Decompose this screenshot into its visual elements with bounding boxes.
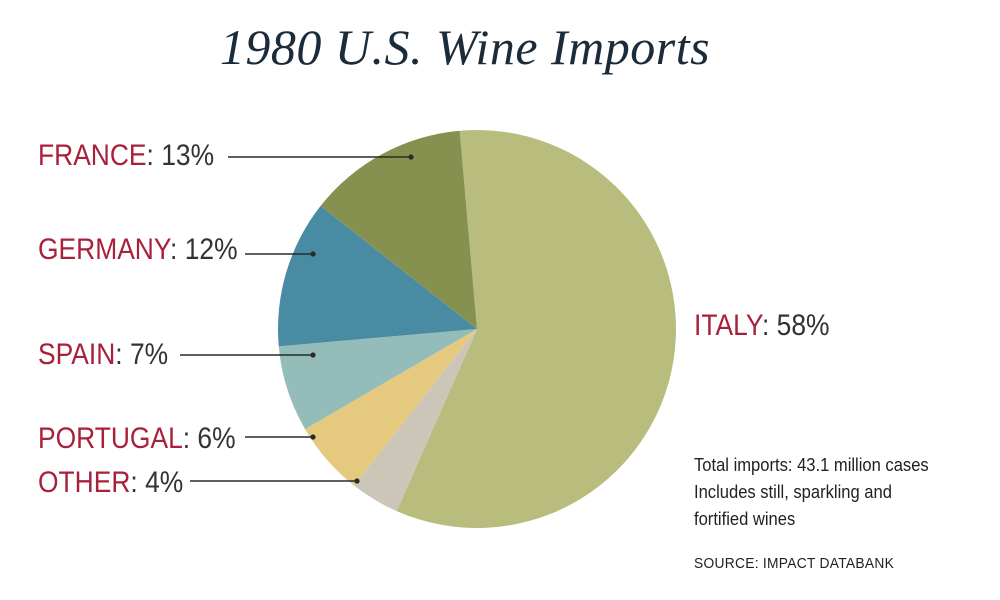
label-portugal-name: PORTUGAL	[38, 422, 183, 455]
label-germany-name: GERMANY	[38, 233, 171, 266]
label-spain: SPAIN: 7%	[38, 338, 169, 371]
label-other-name: OTHER	[38, 466, 131, 499]
slice-spain	[278, 329, 477, 430]
note-line-2: Includes still, sparkling and	[694, 482, 892, 502]
label-italy-value: 58%	[776, 309, 830, 342]
note-line-3: fortified wines	[694, 509, 796, 529]
label-other-value: 4%	[145, 466, 184, 499]
slice-other	[353, 329, 477, 512]
slice-france	[320, 130, 477, 329]
label-germany-value: 12%	[184, 233, 238, 266]
note-line-1: Total imports: 43.1 million cases	[694, 455, 929, 475]
label-france: FRANCE: 13%	[38, 139, 215, 172]
label-portugal-value: 6%	[197, 422, 236, 455]
label-spain-name: SPAIN	[38, 338, 116, 371]
leader-lines	[180, 154, 414, 484]
label-other: OTHER: 4%	[38, 466, 184, 499]
label-italy: ITALY: 58%	[694, 309, 830, 342]
label-spain-value: 7%	[129, 338, 169, 371]
leader-dot-portugal	[310, 434, 316, 440]
slice-italy	[396, 130, 676, 528]
source-note: SOURCE: IMPACT DATABANK	[694, 555, 895, 572]
chart-title: 1980 U.S. Wine Imports	[219, 19, 711, 75]
label-portugal: PORTUGAL: 6%	[38, 422, 236, 455]
leader-dot-germany	[310, 251, 316, 257]
label-france-name: FRANCE	[38, 139, 147, 172]
slice-portugal	[305, 329, 477, 486]
label-germany: GERMANY: 12%	[38, 233, 238, 266]
chart-note: Total imports: 43.1 million cases Includ…	[694, 452, 929, 533]
leader-dot-france	[408, 154, 414, 160]
pie-slices	[278, 130, 676, 528]
leader-dot-other	[354, 478, 360, 484]
slice-germany	[278, 205, 477, 347]
label-france-value: 13%	[161, 139, 215, 172]
label-italy-name: ITALY	[694, 309, 762, 342]
leader-dot-spain	[310, 352, 316, 358]
